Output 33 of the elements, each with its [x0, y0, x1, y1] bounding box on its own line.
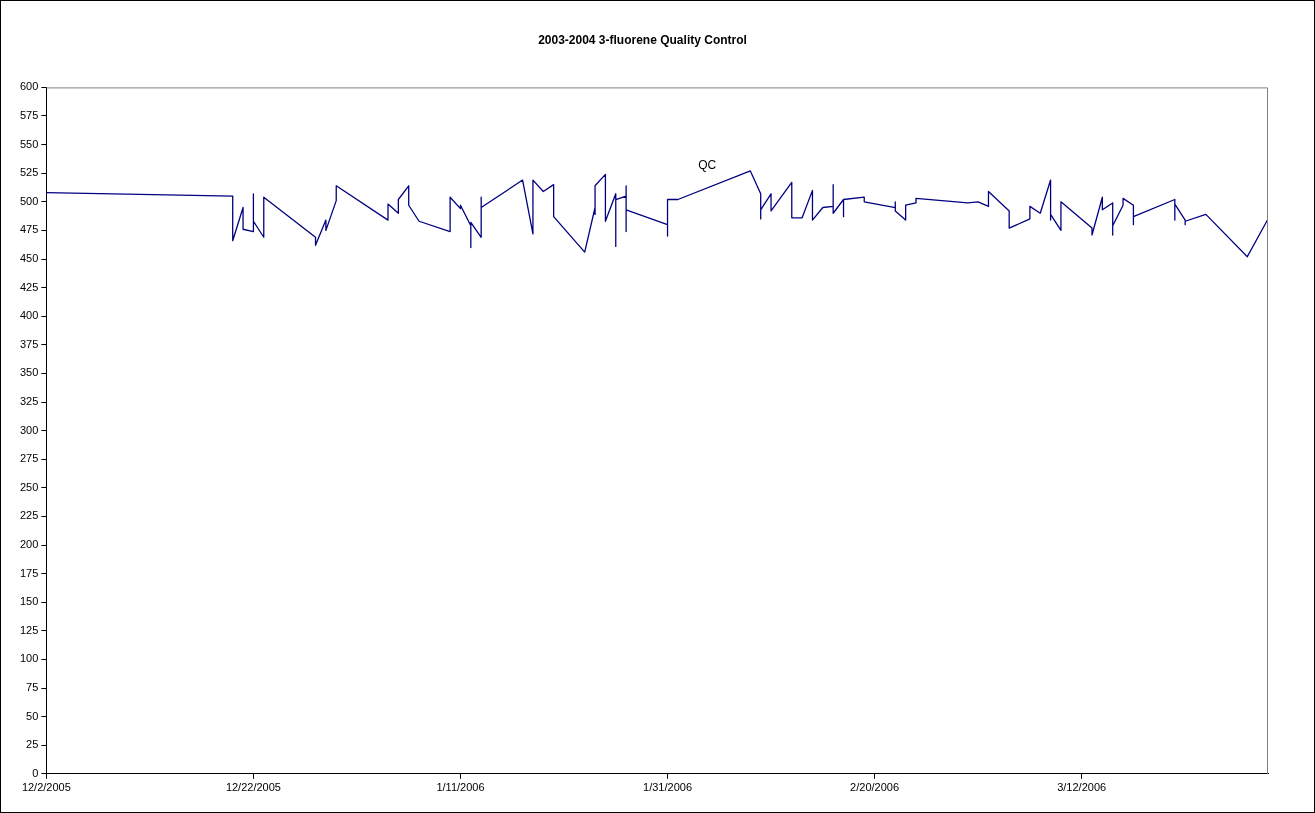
y-tick-label: 475 — [19, 223, 39, 236]
chart-title: 2003-2004 3-fluorene Quality Control — [538, 32, 747, 47]
y-tick-label: 600 — [19, 80, 39, 93]
y-tick-label: 50 — [26, 709, 39, 722]
y-tick-label: 150 — [19, 595, 39, 608]
y-tick-label: 325 — [19, 395, 39, 408]
y-tick-label: 525 — [19, 166, 39, 179]
x-tick-label: 3/12/2006 — [1057, 781, 1107, 794]
y-tick-label: 125 — [19, 623, 39, 636]
y-tick-label: 400 — [19, 309, 39, 322]
y-tick-label: 225 — [19, 509, 39, 522]
x-tick-label: 12/2/2005 — [21, 781, 71, 794]
y-tick-label: 500 — [19, 194, 39, 207]
y-tick-label: 550 — [19, 137, 39, 150]
series-label: QC — [698, 158, 717, 173]
y-tick-label: 575 — [19, 109, 39, 122]
y-tick-label: 100 — [19, 652, 39, 665]
y-tick-label: 75 — [26, 681, 39, 694]
y-tick-label: 350 — [19, 366, 39, 379]
x-tick-label: 1/11/2006 — [436, 781, 485, 794]
y-tick-label: 450 — [19, 252, 39, 265]
y-tick-label: 375 — [19, 337, 39, 350]
y-tick-label: 425 — [19, 280, 39, 293]
y-tick-label: 200 — [19, 538, 39, 551]
x-tick-label: 1/31/2006 — [643, 781, 692, 794]
x-tick-label: 12/22/2005 — [225, 781, 281, 794]
y-tick-label: 175 — [19, 566, 39, 579]
y-tick-label: 300 — [19, 423, 39, 436]
x-tick-label: 2/20/2006 — [850, 781, 900, 794]
y-tick-label: 250 — [19, 480, 39, 493]
y-tick-label: 25 — [26, 738, 39, 751]
y-tick-label: 0 — [32, 766, 39, 779]
y-tick-label: 275 — [19, 452, 39, 465]
